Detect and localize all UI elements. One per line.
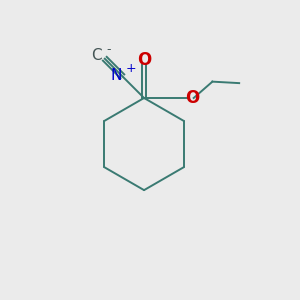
Text: C: C	[92, 48, 102, 63]
Text: N: N	[110, 68, 122, 83]
Text: O: O	[137, 51, 151, 69]
Text: +: +	[126, 62, 137, 75]
Text: -: -	[106, 43, 111, 56]
Text: O: O	[185, 89, 199, 107]
